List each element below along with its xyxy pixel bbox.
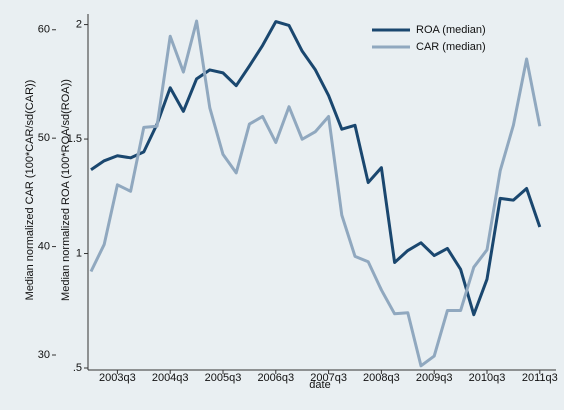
legend-label: CAR (median) [416, 41, 486, 53]
y2-tick-label: 30 [38, 349, 50, 361]
x-tick-label: 2010q3 [469, 372, 506, 384]
y-tick-label: 1 [76, 247, 82, 259]
x-axis-title: date [309, 379, 330, 391]
x-tick-label: 2004q3 [152, 372, 189, 384]
y2-tick-label: 40 [38, 240, 50, 252]
series-line [90, 20, 542, 317]
y-tick-label: 2 [76, 18, 82, 30]
x-tick-label: 2003q3 [99, 372, 136, 384]
series-line [89, 19, 542, 368]
legend-label: ROA (median) [416, 24, 486, 36]
x-tick-label: 2011q3 [522, 372, 558, 384]
x-tick-label: 2009q3 [416, 372, 453, 384]
x-tick-label: 2008q3 [363, 372, 400, 384]
y-tick-label: .5 [73, 362, 82, 374]
x-tick-label: 2007q3 [310, 372, 347, 384]
y2-axis-title: Median normalized CAR (100*CAR/sd(CAR)) [24, 80, 36, 301]
y2-tick-label: 50 [38, 132, 50, 144]
x-tick-label: 2006q3 [257, 372, 294, 384]
x-tick-label: 2005q3 [205, 372, 242, 384]
y-axis-title: Median normalized ROA (100*ROA/sd(ROA)) [60, 79, 72, 301]
y2-tick-label: 60 [38, 24, 50, 36]
y-tick-label: 1.5 [67, 133, 82, 145]
